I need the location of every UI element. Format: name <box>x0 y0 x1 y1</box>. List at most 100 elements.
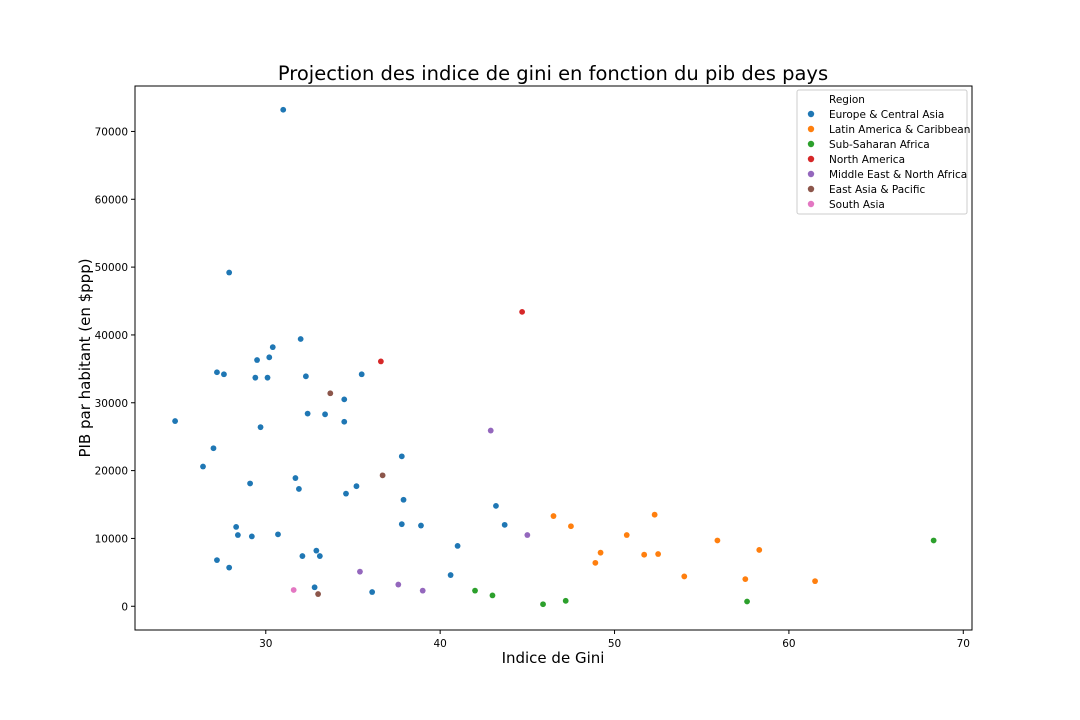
data-point <box>327 390 334 397</box>
plot-frame <box>134 85 973 631</box>
data-point <box>597 549 604 556</box>
data-point <box>524 532 531 538</box>
data-point <box>623 532 630 538</box>
legend-marker <box>807 170 815 178</box>
data-point <box>550 513 557 519</box>
y-tick-label: 10000 <box>95 533 128 545</box>
data-point <box>322 411 328 418</box>
y-axis-label: PIB par habitant (en $ppp) <box>76 258 94 457</box>
data-point <box>714 537 721 544</box>
chart-title: Projection des indice de gini en fonctio… <box>278 62 828 85</box>
data-point <box>568 523 574 530</box>
x-axis-label: Indice de Gini <box>502 649 605 667</box>
data-point <box>395 581 402 588</box>
data-point <box>501 521 508 528</box>
data-point <box>304 410 311 417</box>
legend-items: Europe & Central Asia Latin America & Car… <box>807 109 970 211</box>
data-point <box>275 531 281 538</box>
data-point <box>172 418 179 424</box>
data-point <box>592 559 599 566</box>
legend-entry-label: South Asia <box>829 199 885 211</box>
y-tick-label: 40000 <box>95 330 128 342</box>
data-point <box>655 551 662 557</box>
data-point <box>280 106 287 113</box>
legend-entry-label: North America <box>829 154 905 166</box>
data-point <box>315 591 321 597</box>
y-tick-label: 70000 <box>95 126 128 138</box>
x-tick-label: 60 <box>782 638 795 650</box>
data-point <box>562 597 569 604</box>
y-axis-ticks: 0 10000 20000 30000 40000 50000 60000 70000 <box>95 126 135 613</box>
legend-marker <box>807 140 815 148</box>
data-point <box>357 568 363 575</box>
legend-entry-label: Europe & Central Asia <box>829 109 944 121</box>
data-point <box>379 472 386 479</box>
y-tick-label: 20000 <box>95 466 128 478</box>
y-tick-label: 30000 <box>95 398 128 410</box>
data-point <box>398 521 405 528</box>
data-point <box>493 502 499 509</box>
data-point <box>472 587 478 594</box>
legend-box <box>796 89 968 215</box>
data-point <box>651 511 658 518</box>
data-point <box>290 587 297 593</box>
legend-marker <box>807 155 815 163</box>
data-point <box>264 374 271 381</box>
data-point <box>681 573 688 580</box>
data-point <box>812 578 818 585</box>
legend-marker <box>807 125 815 133</box>
data-point <box>343 490 349 497</box>
data-point <box>353 483 360 490</box>
data-point <box>214 557 220 564</box>
data-point <box>257 424 264 431</box>
x-tick-label: 70 <box>957 638 970 650</box>
data-point <box>248 533 255 540</box>
data-point <box>266 354 273 361</box>
legend-marker <box>807 200 815 208</box>
data-point <box>221 371 227 378</box>
legend-entry-label: Middle East & North Africa <box>829 169 967 181</box>
data-point <box>489 592 496 599</box>
y-tick-label: 50000 <box>95 262 128 274</box>
data-point <box>369 589 376 595</box>
data-point <box>311 584 318 591</box>
data-point <box>252 374 259 381</box>
data-points <box>172 106 937 608</box>
data-point <box>247 480 253 487</box>
data-point <box>292 475 299 481</box>
data-point <box>214 369 220 376</box>
x-tick-label: 40 <box>433 638 446 650</box>
data-point <box>419 587 426 594</box>
data-point <box>297 336 304 342</box>
data-point <box>744 598 750 605</box>
data-point <box>296 486 302 492</box>
data-point <box>398 453 405 460</box>
x-tick-label: 30 <box>259 638 272 650</box>
legend-marker <box>807 185 815 193</box>
legend-marker <box>807 110 815 118</box>
x-axis-ticks: 30 40 50 60 70 <box>259 630 970 650</box>
y-tick-label: 60000 <box>95 194 128 206</box>
data-point <box>519 308 526 315</box>
y-tick-label: 0 <box>121 601 128 613</box>
data-point <box>447 572 454 578</box>
data-point <box>540 601 546 608</box>
data-point <box>200 463 206 470</box>
legend-entry-label: Latin America & Caribbean <box>829 124 970 136</box>
data-point <box>358 371 365 378</box>
x-tick-label: 50 <box>608 638 621 650</box>
data-point <box>234 532 241 538</box>
data-point <box>226 564 233 571</box>
data-point <box>454 542 461 549</box>
legend-entry-label: Sub-Saharan Africa <box>829 139 930 151</box>
data-point <box>269 344 276 351</box>
data-point <box>377 358 384 365</box>
data-point <box>313 547 320 554</box>
data-point <box>233 523 240 530</box>
data-point <box>400 496 407 503</box>
data-point <box>487 427 494 434</box>
data-point <box>226 269 233 276</box>
data-point <box>299 553 306 559</box>
